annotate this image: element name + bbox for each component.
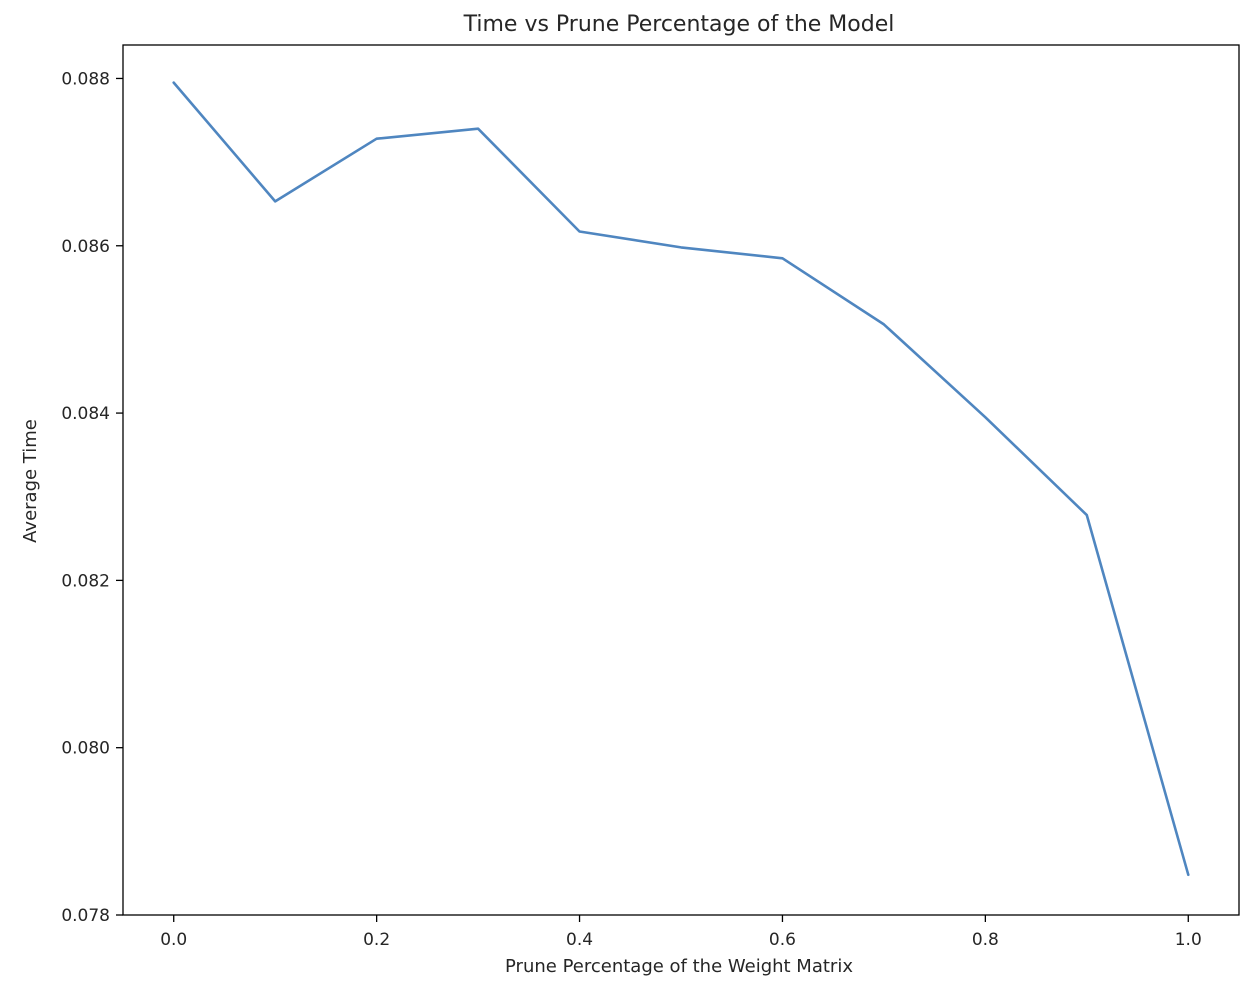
y-tick-label: 0.086 (61, 237, 110, 257)
y-tick-label: 0.082 (61, 571, 110, 591)
y-tick-label: 0.084 (61, 404, 110, 424)
y-axis-label: Average Time (20, 419, 41, 543)
y-tick-label: 0.078 (61, 906, 110, 926)
x-tick-label: 0.6 (769, 930, 796, 950)
y-axis: 0.078 0.080 0.082 0.084 0.086 0.088 (61, 69, 123, 926)
x-tick-label: 1.0 (1175, 930, 1202, 950)
series-line (172, 81, 1190, 877)
y-tick-label: 0.088 (61, 69, 110, 89)
x-axis: 0.0 0.2 0.4 0.6 0.8 1.0 (160, 915, 1202, 950)
x-tick-label: 0.2 (363, 930, 390, 950)
y-tick-label: 0.080 (61, 739, 110, 759)
chart-title: Time vs Prune Percentage of the Model (463, 12, 895, 37)
plot-frame (122, 44, 1240, 916)
x-axis-label: Prune Percentage of the Weight Matrix (505, 956, 853, 977)
plot-area (122, 44, 1240, 916)
x-tick-label: 0.4 (566, 930, 593, 950)
x-tick-label: 0.8 (972, 930, 999, 950)
x-tick-label: 0.0 (160, 930, 187, 950)
